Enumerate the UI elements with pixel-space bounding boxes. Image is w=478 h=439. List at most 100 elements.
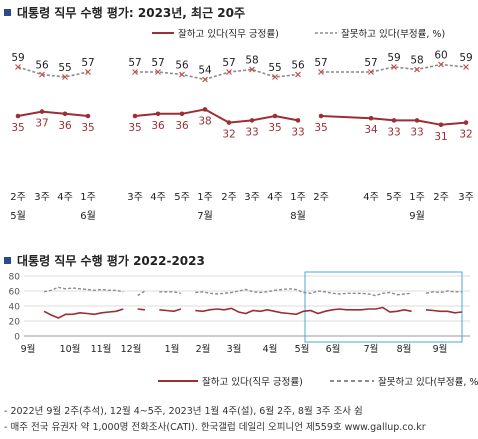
approve-point (295, 118, 301, 123)
chart-title-longterm-text: 대통령 직무 수행 평가 2022-2023 (17, 254, 205, 268)
month-tick-label: 1월 (165, 343, 180, 355)
legend-approve-label: 잘하고 있다(직무 긍정률) (178, 28, 279, 40)
month-tick-label: 8월 (397, 343, 412, 355)
approve-point (155, 111, 161, 117)
month-tick-label: 7월 (197, 210, 213, 222)
month-tick-label: 10월 (60, 343, 81, 355)
footnote-methodology: - 매주 전국 유권자 약 1,000명 전화조사(CATI). 한국갤럽 데일… (4, 422, 426, 433)
disapprove-point (272, 74, 278, 80)
approve-point (249, 118, 255, 123)
y-tick-label: 40 (9, 303, 21, 313)
disapprove-data-label: 54 (198, 65, 212, 77)
disapprove-series-line (135, 68, 299, 81)
month-tick-label: 3월 (227, 343, 242, 355)
week-tick-label: 3주 (34, 192, 50, 203)
approve-point (391, 118, 397, 123)
month-tick-label: 9월 (409, 210, 425, 222)
y-tick-label: 80 (9, 273, 21, 283)
approve-point (318, 113, 324, 119)
month-tick-label: 6월 (80, 210, 96, 222)
approve-series-line (17, 110, 89, 117)
month-tick-label: 8월 (290, 210, 306, 222)
week-tick-label: 3주 (458, 192, 474, 203)
approve-point (226, 120, 232, 125)
legend-disapprove-label: 잘못하고 있다(부정률, %) (378, 376, 478, 388)
approve-data-label: 36 (151, 120, 165, 132)
approve-data-label: 32 (222, 129, 235, 141)
disapprove-series-line (43, 286, 462, 297)
legend-disapprove-label: 잘못하고 있다(부정률, %) (341, 28, 445, 40)
approve-point (179, 111, 185, 117)
disapprove-data-label: 57 (128, 57, 141, 69)
chart-title-recent: 대통령 직무 수행 평가: 2023년, 최근 20주 (4, 4, 245, 21)
chart-title-longterm: 대통령 직무 수행 평가 2022-2023 (4, 252, 205, 269)
legend-approve-label: 잘하고 있다(직무 긍정률) (202, 376, 303, 388)
disapprove-point (368, 69, 374, 75)
disapprove-point (438, 61, 444, 68)
disapprove-data-label: 57 (81, 57, 94, 69)
month-tick-label: 4월 (263, 343, 278, 355)
week-tick-label: 2주 (221, 192, 237, 203)
approve-point (368, 115, 374, 121)
approve-data-label: 33 (387, 126, 400, 138)
approve-series-line (320, 115, 467, 126)
approve-data-label: 34 (364, 124, 378, 136)
week-tick-label: 4주 (57, 192, 73, 203)
disapprove-data-label: 57 (314, 57, 327, 69)
disapprove-point (132, 69, 138, 75)
week-tick-label: 5주 (386, 192, 402, 203)
approve-point (39, 109, 45, 114)
disapprove-series-line (17, 66, 89, 78)
approve-point (463, 120, 469, 125)
disapprove-data-label: 56 (175, 60, 189, 72)
disapprove-point (155, 69, 161, 75)
month-tick-label: 9월 (21, 343, 36, 355)
approve-data-label: 33 (245, 126, 258, 138)
footnote-survey-gaps: - 2022년 9월 2주(추석), 12월 4~5주, 2023년 1월 4주… (4, 406, 363, 417)
approve-point (85, 113, 91, 119)
disapprove-point (414, 66, 420, 73)
recent-weeks-chart: 잘하고 있다(직무 긍정률) 잘못하고 있다(부정률, %) 35 59 2주 37 56 3… (10, 28, 474, 222)
disapprove-point (179, 71, 185, 78)
disapprove-data-label: 59 (387, 52, 400, 64)
disapprove-data-label: 55 (268, 62, 281, 74)
week-tick-label: 3주 (127, 192, 143, 203)
approve-point (15, 113, 21, 119)
chart-title-recent-text: 대통령 직무 수행 평가: 2023년, 최근 20주 (17, 6, 246, 20)
disapprove-data-label: 59 (459, 52, 472, 64)
recent-weeks-highlight-box (304, 271, 463, 343)
y-tick-label: 0 (14, 333, 20, 343)
disapprove-point (295, 71, 301, 78)
approve-point (414, 118, 420, 123)
legend-top: 잘하고 있다(직무 긍정률) 잘못하고 있다(부정률, %) (152, 28, 445, 40)
disapprove-point (39, 71, 45, 78)
disapprove-point (85, 69, 91, 75)
y-tick-label: 20 (9, 318, 21, 328)
disapprove-data-label: 57 (222, 57, 235, 69)
approve-data-label: 35 (81, 122, 94, 134)
approve-data-label: 35 (11, 122, 24, 134)
disapprove-data-label: 56 (35, 60, 49, 72)
approve-data-label: 35 (314, 122, 327, 134)
approve-data-label: 37 (35, 118, 48, 130)
title-marker-icon (4, 9, 11, 16)
disapprove-point (15, 64, 21, 70)
longterm-chart: 0 20 40 60 80 9월 10월 11월 12월 1월 2월 3월 4월 5월 6월 7월 8월 9월잘하… (9, 271, 478, 388)
week-tick-label: 4주 (150, 192, 166, 203)
week-tick-label: 1주 (409, 192, 425, 203)
disapprove-data-label: 57 (364, 57, 377, 69)
month-tick-label: 5월 (295, 343, 310, 355)
disapprove-point (463, 64, 469, 70)
month-tick-label: 11월 (91, 343, 112, 355)
approve-point (438, 122, 444, 128)
week-tick-label: 4주 (363, 192, 379, 203)
disapprove-point (318, 69, 324, 75)
approve-point (62, 111, 68, 117)
week-tick-label: 2주 (433, 192, 449, 203)
approve-data-label: 35 (268, 122, 281, 134)
month-tick-label: 6월 (326, 343, 341, 355)
legend-bottom: 잘하고 있다(직무 긍정률) 잘못하고 있다(부정률, %) (158, 376, 478, 388)
disapprove-data-label: 60 (434, 50, 447, 62)
month-tick-label: 7월 (364, 343, 379, 355)
approve-data-label: 33 (410, 126, 423, 138)
